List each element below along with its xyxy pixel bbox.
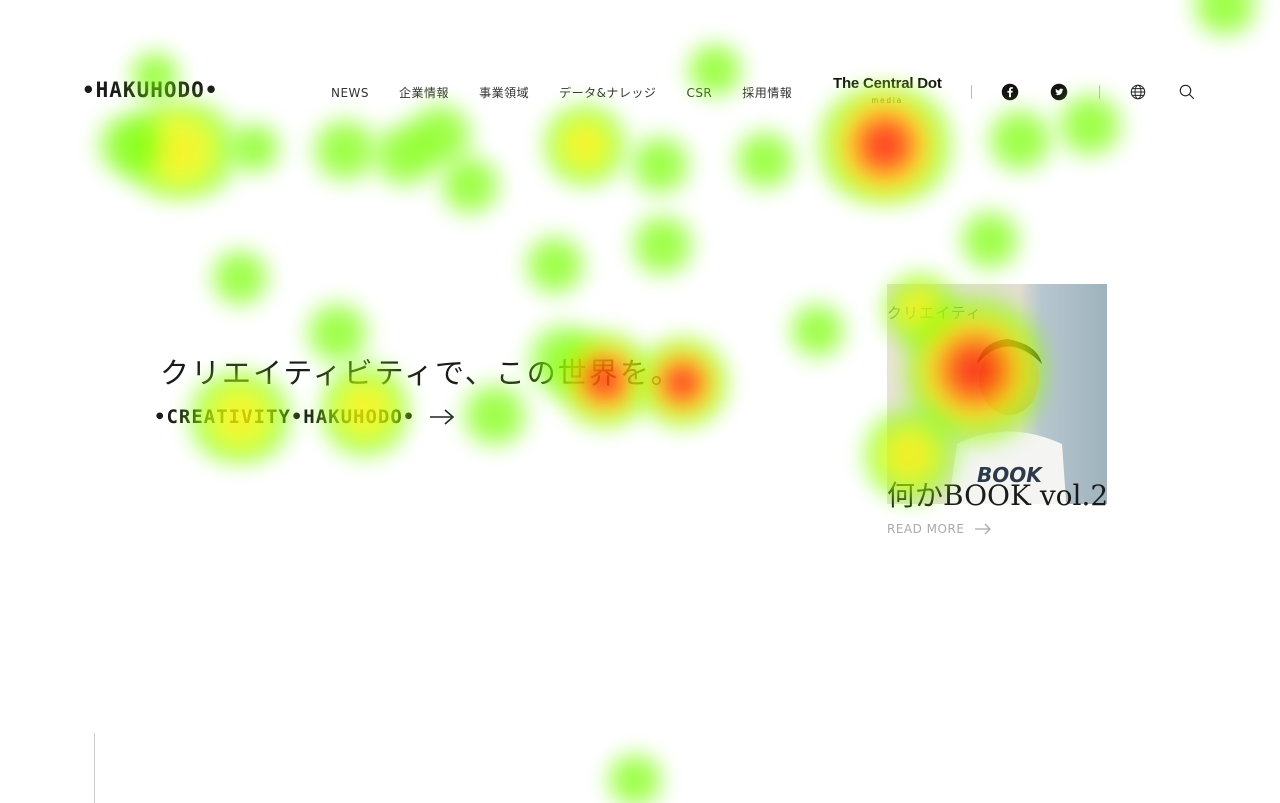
hero-copy: クリエイティビティで、この世界を。	[160, 356, 682, 390]
creativity-hakuhodo-link[interactable]: •CREATIVITY•HAKUHODO•	[154, 406, 455, 428]
heat-spot	[625, 210, 700, 280]
twitter-icon[interactable]	[1050, 83, 1068, 101]
header-divider	[1099, 85, 1100, 99]
read-more-label: READ MORE	[887, 522, 965, 536]
central-dot-sub: media	[871, 96, 904, 105]
hakuhodo-logo[interactable]: •HAKUHODO•	[82, 78, 219, 102]
feature-card-image: BOOK クリエイティ	[887, 284, 1107, 504]
scroll-indicator-line	[94, 733, 95, 803]
site-header: •HAKUHODO• NEWS 企業情報 事業領域 データ&ナレッジ CSR 採…	[0, 0, 1280, 184]
header-divider	[971, 85, 972, 99]
nav-news[interactable]: NEWS	[331, 85, 370, 100]
nav-data-knowledge[interactable]: データ&ナレッジ	[559, 86, 657, 100]
heat-spot	[600, 750, 670, 803]
arrow-right-icon	[429, 409, 455, 425]
central-dot-title: The Central Dot	[833, 75, 942, 92]
feature-card[interactable]: BOOK クリエイティ 何かBOOK vol.2 READ MORE	[887, 284, 1109, 544]
search-icon[interactable]	[1178, 83, 1196, 101]
arrow-right-icon	[975, 523, 992, 535]
nav-csr[interactable]: CSR	[686, 85, 713, 100]
heat-spot	[785, 298, 850, 363]
heat-spot	[955, 205, 1025, 275]
central-dot-link[interactable]: The Central Dot media	[833, 76, 942, 108]
nav-recruit[interactable]: 採用情報	[742, 86, 793, 100]
heat-spot	[205, 245, 275, 310]
heat-spot	[520, 230, 590, 300]
feature-card-tag: クリエイティ	[887, 304, 982, 322]
global-nav: NEWS 企業情報 事業領域 データ&ナレッジ CSR 採用情報	[331, 84, 792, 101]
creativity-hakuhodo-label: •CREATIVITY•HAKUHODO•	[154, 406, 416, 428]
read-more-link[interactable]: READ MORE	[887, 522, 992, 536]
nav-company[interactable]: 企業情報	[399, 86, 450, 100]
globe-icon[interactable]	[1129, 83, 1147, 101]
feature-card-title: 何かBOOK vol.2	[887, 479, 1109, 512]
nav-business[interactable]: 事業領域	[479, 86, 530, 100]
facebook-icon[interactable]	[1001, 83, 1019, 101]
book-print-text: BOOK	[977, 463, 1043, 487]
